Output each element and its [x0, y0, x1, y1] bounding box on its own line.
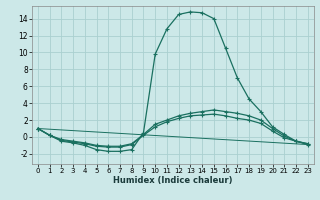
X-axis label: Humidex (Indice chaleur): Humidex (Indice chaleur)	[113, 176, 233, 185]
